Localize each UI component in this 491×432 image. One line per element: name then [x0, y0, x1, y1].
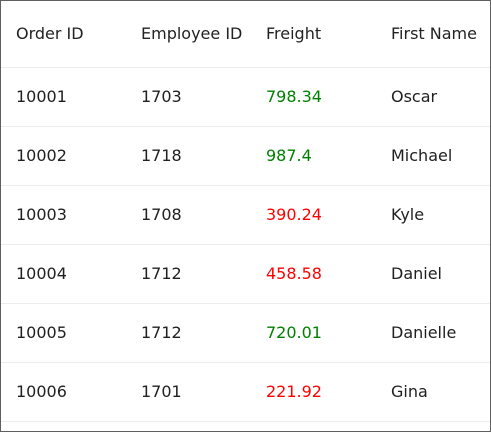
cell-employee-id: 1701 [141, 382, 182, 401]
cell-employee-id: 1712 [141, 323, 182, 342]
column-header-first-name[interactable]: First Name [391, 24, 477, 43]
table-row[interactable]: 10005 1712 720.01 Danielle [1, 304, 490, 363]
cell-first-name: Kyle [391, 205, 425, 224]
cell-first-name: Michael [391, 146, 453, 165]
cell-freight: 720.01 [266, 323, 322, 342]
cell-freight: 221.92 [266, 382, 322, 401]
cell-freight: 458.58 [266, 264, 322, 283]
cell-employee-id: 1703 [141, 87, 182, 106]
cell-employee-id: 1718 [141, 146, 182, 165]
table-row[interactable]: 10004 1712 458.58 Daniel [1, 245, 490, 304]
cell-first-name: Gina [391, 382, 428, 401]
table-row[interactable]: 10001 1703 798.34 Oscar [1, 68, 490, 127]
cell-first-name: Danielle [391, 323, 457, 342]
column-header-order-id[interactable]: Order ID [16, 24, 84, 43]
cell-employee-id: 1712 [141, 264, 182, 283]
column-header-freight[interactable]: Freight [266, 24, 322, 43]
cell-order-id: 10002 [16, 146, 67, 165]
cell-first-name: Oscar [391, 87, 438, 106]
cell-order-id: 10001 [16, 87, 67, 106]
cell-order-id: 10004 [16, 264, 67, 283]
cell-order-id: 10003 [16, 205, 67, 224]
table-row[interactable]: 10002 1718 987.4 Michael [1, 127, 490, 186]
table-row[interactable]: 10006 1701 221.92 Gina [1, 363, 490, 422]
cell-freight: 987.4 [266, 146, 312, 165]
cell-employee-id: 1708 [141, 205, 182, 224]
cell-first-name: Daniel [391, 264, 442, 283]
cell-order-id: 10006 [16, 382, 67, 401]
header-row: Order ID Employee ID Freight First Name [1, 1, 490, 68]
column-header-employee-id[interactable]: Employee ID [141, 24, 243, 43]
cell-freight: 798.34 [266, 87, 322, 106]
cell-freight: 390.24 [266, 205, 322, 224]
cell-order-id: 10005 [16, 323, 67, 342]
table-row[interactable]: 10003 1708 390.24 Kyle [1, 186, 490, 245]
